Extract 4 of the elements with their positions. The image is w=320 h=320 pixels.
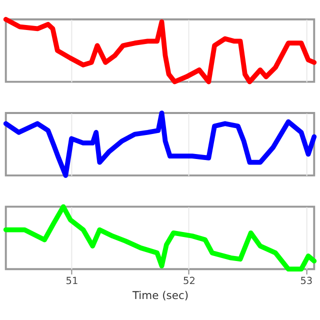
x-tick-label: 53: [300, 276, 313, 288]
x-axis-title: Time (sec): [131, 288, 189, 302]
x-tick-label: 52: [182, 276, 196, 288]
x-tick-label: 51: [66, 276, 78, 288]
